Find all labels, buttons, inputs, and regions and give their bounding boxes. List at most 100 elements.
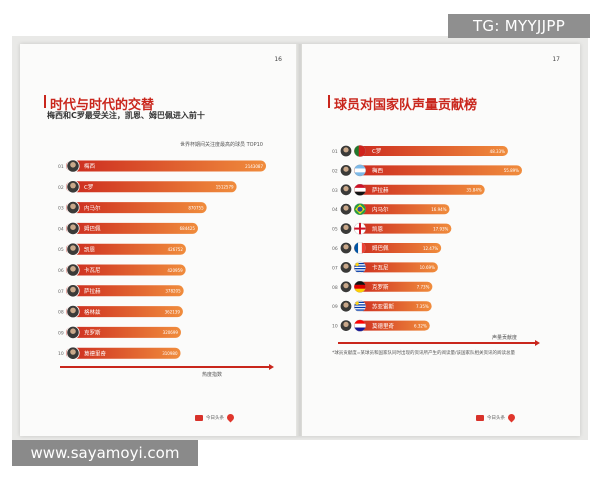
england-flag-icon bbox=[354, 222, 366, 235]
player-name-label: 格林兹 bbox=[84, 308, 101, 316]
left-chart-caption: 世界杯期间关注度最高的球员 TOP10 bbox=[180, 142, 263, 148]
player-name-label: 姆巴佩 bbox=[372, 244, 389, 252]
rank-label: 10 bbox=[58, 351, 64, 357]
value-label: 17.93% bbox=[433, 226, 448, 231]
magazine-spread: 16 时代与时代的交替 梅西和C罗最受关注，凯恩、姆巴佩进入前十 世界杯期间关注… bbox=[20, 44, 580, 436]
rank-label: 06 bbox=[58, 268, 64, 274]
value-label: 10.69% bbox=[420, 265, 435, 270]
value-label: 48.33% bbox=[490, 149, 505, 154]
value-label: 35.84% bbox=[466, 188, 481, 193]
right-page-title: 球员对国家队声量贡献榜 bbox=[334, 98, 478, 113]
value-label: 7.35% bbox=[416, 304, 429, 309]
bar bbox=[66, 326, 181, 338]
player-face-icon bbox=[343, 205, 349, 211]
uruguay-flag-icon bbox=[354, 300, 366, 312]
bar bbox=[66, 285, 184, 297]
player-name-label: C罗 bbox=[84, 184, 93, 191]
left-title-bar bbox=[44, 95, 46, 108]
player-name-label: 卡瓦尼 bbox=[84, 266, 101, 274]
player-name-label: 莫德里奇 bbox=[372, 322, 395, 330]
rank-label: 05 bbox=[332, 227, 338, 233]
rank-label: 01 bbox=[332, 149, 338, 155]
value-label: 2143087 bbox=[245, 164, 263, 169]
rank-label: 04 bbox=[58, 226, 64, 232]
bar bbox=[66, 243, 186, 255]
left-footer-logos: 今日头条 bbox=[195, 412, 236, 423]
player-name-label: 凯恩 bbox=[372, 225, 384, 233]
bar bbox=[354, 262, 438, 273]
player-face-icon bbox=[70, 245, 76, 251]
left-bar-chart: 01 梅西 2143087 02 C罗 1512579 03 内马尔 870755 04 姆巴佩 68… bbox=[58, 159, 266, 360]
player-face-icon bbox=[70, 162, 76, 168]
flame-logo-icon bbox=[506, 412, 517, 423]
player-name-label: 凯恩 bbox=[84, 245, 96, 253]
rank-label: 03 bbox=[332, 188, 338, 194]
player-name-label: C罗 bbox=[372, 148, 381, 155]
player-name-label: 内马尔 bbox=[372, 205, 389, 213]
player-name-label: 梅西 bbox=[372, 167, 384, 175]
player-name-label: 苏亚雷斯 bbox=[372, 302, 395, 310]
player-face-icon bbox=[343, 302, 349, 308]
bar bbox=[354, 184, 485, 195]
player-face-icon bbox=[70, 286, 76, 293]
bar bbox=[66, 181, 237, 193]
bar bbox=[66, 347, 181, 359]
toutiao-logo-icon bbox=[476, 414, 484, 421]
player-face-icon bbox=[70, 328, 76, 334]
bar bbox=[66, 264, 186, 276]
player-face-icon bbox=[70, 182, 76, 189]
left-page-subtitle: 梅西和C罗最受关注，凯恩、姆巴佩进入前十 bbox=[47, 111, 205, 120]
player-name-label: 莫德里奇 bbox=[84, 349, 107, 357]
player-face-icon bbox=[343, 321, 349, 328]
rank-label: 02 bbox=[58, 185, 64, 191]
bar bbox=[66, 160, 266, 172]
player-name-label: 卡瓦尼 bbox=[372, 264, 389, 272]
uruguay-flag-icon bbox=[354, 261, 366, 274]
rank-label: 01 bbox=[58, 164, 64, 170]
rank-label: 04 bbox=[332, 207, 338, 213]
bar bbox=[354, 301, 432, 312]
value-label: 870755 bbox=[188, 205, 204, 210]
rank-label: 08 bbox=[58, 310, 64, 316]
left-page-number: 16 bbox=[274, 56, 282, 63]
value-label: 6.32% bbox=[414, 323, 427, 328]
player-name-label: 梅西 bbox=[84, 162, 96, 170]
flame-logo-icon bbox=[225, 412, 236, 423]
bar bbox=[354, 165, 522, 176]
right-axis-arrow bbox=[338, 340, 540, 345]
player-face-icon bbox=[343, 185, 349, 192]
france-flag-icon bbox=[354, 242, 366, 254]
germany-flag-icon bbox=[354, 281, 366, 293]
rank-label: 10 bbox=[332, 324, 338, 330]
rank-label: 05 bbox=[58, 247, 64, 253]
value-label: 426752 bbox=[168, 247, 184, 252]
left-page: 16 时代与时代的交替 梅西和C罗最受关注，凯恩、姆巴佩进入前十 世界杯期间关注… bbox=[20, 44, 298, 436]
player-face-icon bbox=[343, 244, 349, 250]
bar bbox=[66, 202, 207, 214]
rank-label: 08 bbox=[332, 285, 338, 291]
brazil-flag-icon bbox=[354, 203, 366, 215]
player-face-icon bbox=[70, 307, 76, 314]
bar bbox=[354, 204, 450, 215]
value-label: 55.89% bbox=[504, 168, 519, 173]
right-title-bar bbox=[328, 95, 330, 108]
right-page: 17 球员对国家队声量贡献榜 01 C罗 48.33% 02 梅西 55.89% 03 萨拉赫… bbox=[302, 44, 580, 436]
value-label: 310980 bbox=[162, 351, 178, 356]
player-face-icon bbox=[70, 224, 76, 230]
player-face-icon bbox=[70, 349, 76, 355]
bar bbox=[66, 306, 183, 318]
value-label: 378205 bbox=[165, 289, 181, 294]
player-name-label: 内马尔 bbox=[84, 204, 101, 212]
bar bbox=[354, 243, 442, 253]
egypt-flag-icon bbox=[354, 184, 366, 196]
bar bbox=[354, 223, 452, 234]
rank-label: 03 bbox=[58, 206, 64, 212]
player-face-icon bbox=[343, 166, 349, 172]
left-logo-text: 今日头条 bbox=[206, 415, 224, 421]
right-footer-logos: 今日头条 bbox=[476, 412, 517, 423]
left-page-title: 时代与时代的交替 bbox=[50, 98, 155, 113]
right-footnote: *球员贡献度=某球员和国家队同时出现的资讯所产生的阅读量/该国家队相关资讯的阅读… bbox=[332, 351, 516, 356]
value-label: 684425 bbox=[180, 226, 196, 231]
player-name-label: 萨拉赫 bbox=[372, 186, 389, 194]
right-bar-chart: 01 C罗 48.33% 02 梅西 55.89% 03 萨拉赫 35.84% 04 内马尔 16.9… bbox=[332, 144, 522, 332]
